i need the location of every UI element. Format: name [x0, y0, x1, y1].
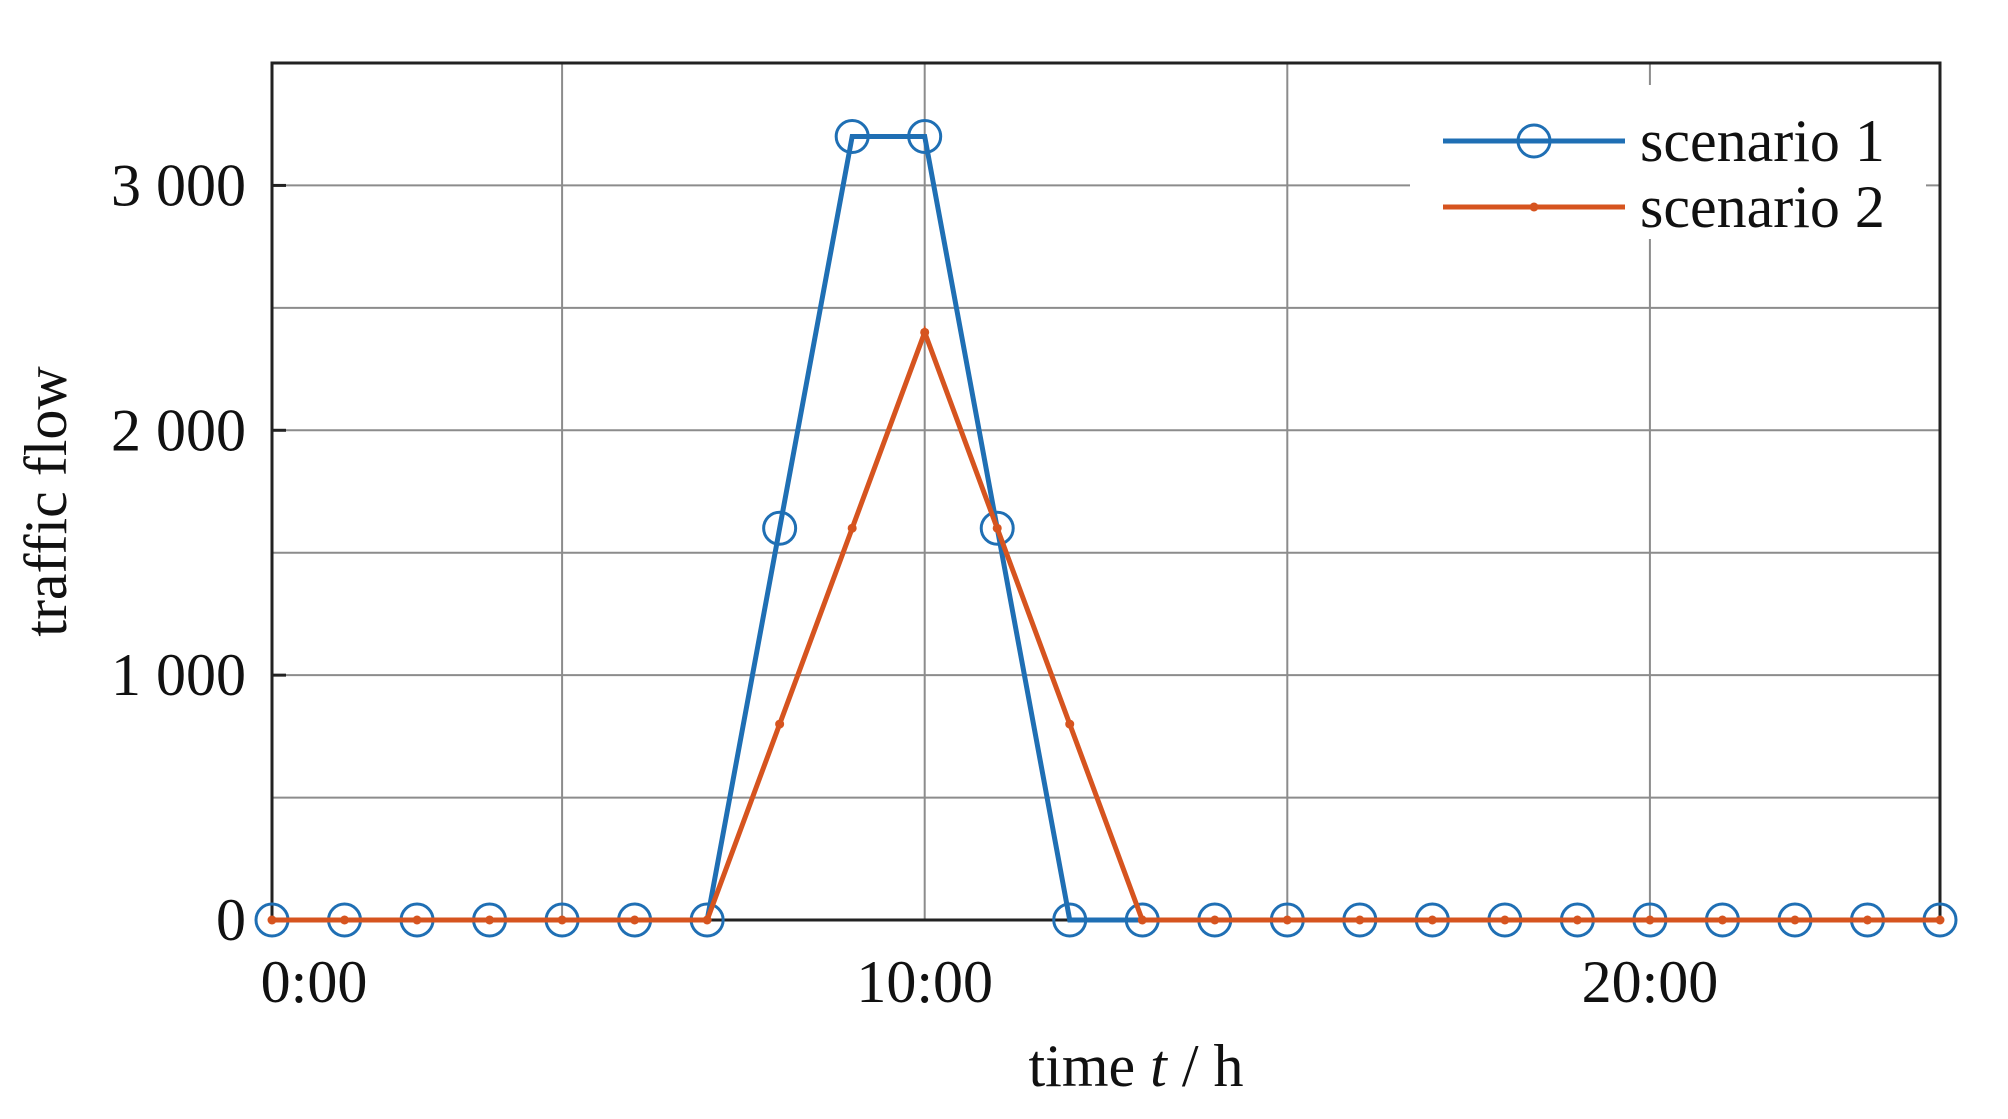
data-point-marker: [834, 118, 870, 154]
series-2: [267, 325, 1945, 925]
data-point-marker: [557, 915, 567, 925]
y-tick-label: 0: [216, 887, 246, 953]
x-axis-label-unit: / h: [1167, 1033, 1244, 1099]
data-point-marker: [920, 327, 930, 337]
legend-item-1: scenario 1: [1443, 108, 1885, 174]
data-point-marker: [340, 915, 350, 925]
data-point-marker: [1862, 915, 1872, 925]
data-point-marker: [267, 915, 277, 925]
series-group: [254, 118, 1958, 938]
legend-marker: [1529, 202, 1539, 212]
data-point-marker: [412, 915, 422, 925]
data-point-marker: [1137, 915, 1147, 925]
data-point-marker: [1210, 915, 1220, 925]
data-point-marker: [1052, 902, 1088, 938]
legend-label: scenario 2: [1640, 174, 1885, 240]
x-tick-labels: 0:00 10:00 20:00: [261, 949, 1719, 1015]
series-line: [272, 325, 1940, 923]
y-tick-label: 2 000: [111, 397, 246, 463]
data-point-marker: [1065, 719, 1075, 729]
y-tick-label: 1 000: [111, 642, 246, 708]
x-axis-label-prefix: time: [1029, 1033, 1151, 1099]
legend-item-2: scenario 2: [1443, 174, 1885, 240]
data-point-marker: [1717, 915, 1727, 925]
legend-label: scenario 1: [1640, 108, 1885, 174]
x-axis-label: time t / h: [1029, 1033, 1244, 1099]
x-tick-label: 20:00: [1582, 949, 1719, 1015]
x-tick-label: 0:00: [261, 949, 368, 1015]
data-point-marker: [979, 510, 1015, 546]
data-point-marker: [847, 523, 857, 533]
data-point-marker: [1355, 915, 1365, 925]
data-point-marker: [992, 523, 1002, 533]
data-point-marker: [630, 915, 640, 925]
data-point-marker: [1500, 915, 1510, 925]
legend-marker: [1516, 123, 1552, 159]
data-point-marker: [762, 510, 798, 546]
data-point-marker: [775, 719, 785, 729]
data-point-marker: [1790, 915, 1800, 925]
y-axis-label: traffic flow: [13, 366, 79, 637]
data-point-marker: [1935, 915, 1945, 925]
y-tick-label: 3 000: [111, 152, 246, 218]
legend-box: [1410, 85, 1926, 239]
data-point-marker: [1645, 915, 1655, 925]
data-point-marker: [1427, 915, 1437, 925]
data-point-marker: [1282, 915, 1292, 925]
x-axis-label-variable: t: [1150, 1033, 1168, 1099]
data-point-marker: [485, 915, 495, 925]
y-tick-labels: 0 1 000 2 000 3 000: [111, 152, 286, 953]
x-tick-label: 10:00: [856, 949, 993, 1015]
data-point-marker: [907, 118, 943, 154]
data-point-marker: [702, 915, 712, 925]
data-point-marker: [1572, 915, 1582, 925]
